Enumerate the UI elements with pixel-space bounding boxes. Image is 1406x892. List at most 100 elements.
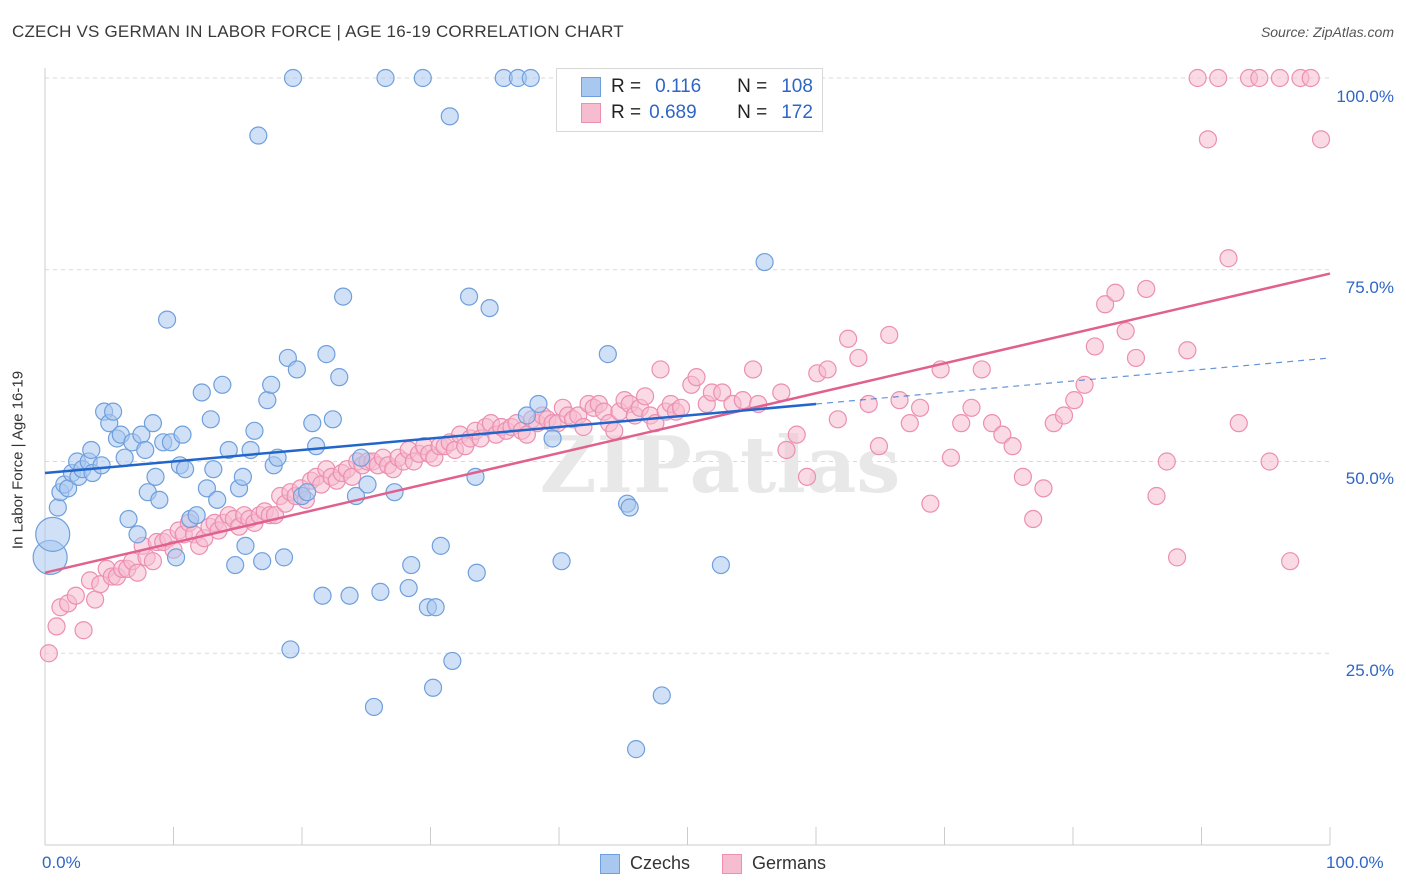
source-label: Source: ZipAtlas.com [1260, 24, 1394, 40]
german-point [1003, 437, 1022, 456]
czech-point [274, 548, 294, 567]
german-point [1198, 130, 1218, 149]
german-point [1065, 391, 1084, 410]
german-point [849, 348, 868, 368]
czech-point [431, 536, 450, 555]
german-point [1209, 68, 1228, 88]
czech-point [143, 414, 163, 433]
german-trend-line [44, 272, 1331, 574]
czech-point [598, 345, 617, 364]
czech-point [204, 460, 223, 479]
german-n-label: N = [737, 102, 768, 123]
german-n-value: 172 [781, 102, 813, 123]
czech-point [340, 586, 359, 605]
czech-point [467, 563, 486, 582]
german-point [713, 383, 732, 402]
german-point [910, 398, 930, 417]
czech-point [119, 509, 138, 529]
czech-point [249, 126, 268, 145]
czech-point [287, 360, 306, 379]
german-point [777, 440, 796, 460]
german-point [1034, 479, 1053, 498]
german-point [828, 410, 847, 429]
czech-n-label: N = [737, 76, 768, 97]
german-point [1096, 295, 1115, 314]
stats-legend: R = 0.116 N = 108 R = 0.689 N = 172 [556, 68, 823, 132]
czech-r-value: 0.116 [655, 76, 702, 97]
y-tick-25: 25.0% [1345, 661, 1394, 680]
german-point [1116, 322, 1135, 341]
czech-point [213, 375, 232, 394]
czech-point [253, 552, 272, 571]
legend-item-germans: Germans [722, 853, 826, 874]
germans-legend-label: Germans [752, 853, 827, 873]
czechs-legend-swatch [600, 853, 620, 874]
german-point [982, 414, 1002, 433]
german-point [787, 425, 806, 444]
czech-point [440, 107, 459, 126]
german-point [1054, 406, 1074, 425]
german-r-label: R = [611, 102, 642, 123]
czech-point [529, 394, 548, 414]
czech-point [192, 383, 211, 402]
german-point [743, 360, 763, 379]
german-point [1157, 452, 1176, 471]
czech-point [226, 555, 245, 575]
chart-title: CZECH VS GERMAN IN LABOR FORCE | AGE 16-… [12, 22, 624, 41]
czech-point [219, 440, 238, 460]
czech-point [283, 68, 303, 88]
czech-point [136, 440, 155, 460]
german-point [1260, 452, 1279, 471]
german-point [74, 621, 93, 640]
czech-point [175, 460, 195, 479]
czech-point [303, 414, 322, 433]
german-point [797, 467, 817, 486]
czech-point [620, 498, 639, 517]
german-point [1270, 68, 1289, 88]
german-point [651, 360, 670, 379]
germans-legend-swatch [722, 853, 743, 874]
german-point [1085, 337, 1104, 356]
german-point [605, 421, 624, 440]
german-point [818, 360, 837, 379]
czech-point [281, 640, 300, 659]
czech-point [399, 578, 418, 598]
german-point [839, 329, 858, 348]
german-point [1301, 68, 1320, 88]
czech-point [652, 686, 671, 705]
german-point [772, 383, 791, 402]
german-point [687, 368, 706, 387]
czech-point [146, 467, 165, 486]
german-point [1281, 552, 1300, 571]
czech-r-label: R = [611, 76, 642, 97]
czech-point [426, 598, 445, 617]
czech-point [187, 506, 206, 525]
czech-point [755, 252, 774, 272]
czech-point [480, 299, 499, 318]
x-tick-min: 0.0% [42, 853, 81, 872]
german-swatch [581, 103, 601, 123]
german-point [869, 437, 889, 456]
czech-point [208, 490, 227, 509]
german-point [635, 387, 655, 406]
legend-item-czechs: Czechs [600, 853, 690, 874]
y-tick-50: 50.0% [1345, 469, 1394, 488]
x-tick-max: 100.0% [1326, 853, 1384, 872]
german-point [962, 398, 981, 417]
german-point [1188, 68, 1207, 88]
czech-trend-line [44, 402, 817, 475]
y-tick-75: 75.0% [1345, 278, 1394, 297]
czech-point [552, 552, 571, 571]
czech-point [233, 467, 252, 486]
german-point [921, 494, 940, 513]
czech-point [626, 740, 646, 759]
czech-point [711, 555, 731, 575]
czech-point [521, 68, 540, 88]
german-r-value: 0.689 [649, 102, 697, 123]
german-point [900, 414, 919, 433]
czech-point [313, 586, 332, 605]
czech-point [459, 287, 479, 306]
german-point [890, 391, 909, 410]
czech-point [48, 498, 67, 517]
